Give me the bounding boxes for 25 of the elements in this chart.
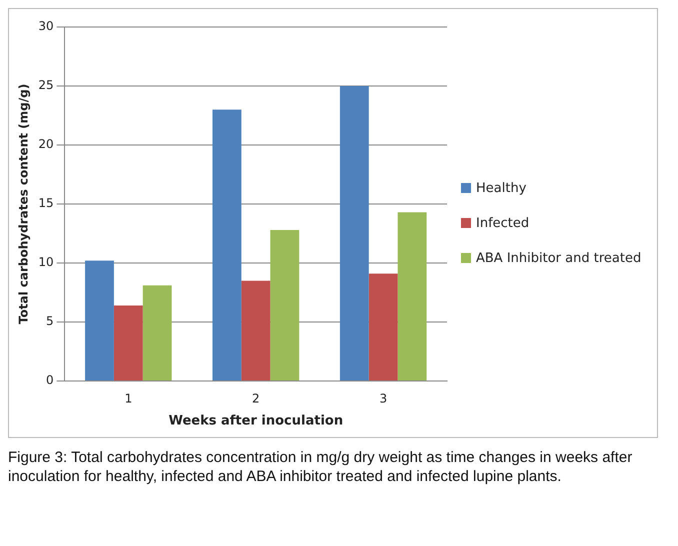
bar <box>85 260 114 380</box>
x-tick-label: 2 <box>252 391 260 406</box>
y-axis-title: Total carbohydrates content (mg/g) <box>16 84 30 324</box>
y-tick-label: 25 <box>38 78 54 92</box>
y-tick-label: 0 <box>46 373 54 388</box>
bar <box>142 285 172 380</box>
bar <box>241 280 270 380</box>
bar <box>340 86 369 380</box>
y-tick-label: 5 <box>46 314 54 328</box>
bar <box>114 305 143 380</box>
caption: Figure 3: Total carbohydrates concentration in mg/g dry weight as time changes in weeks after inoculation for healthy, infected and ABA inhibitor treated and infected lupine plants. <box>8 448 634 486</box>
x-tick-label: 1 <box>124 391 132 406</box>
bar <box>368 274 398 380</box>
y-tick-label: 20 <box>38 137 54 152</box>
bar <box>270 230 300 380</box>
legend-label: Healthy <box>476 180 526 196</box>
bar <box>212 110 242 380</box>
x-axis-title: Weeks after inoculation <box>168 414 344 429</box>
legend-label: ABA Inhibitor and treated <box>476 250 642 266</box>
bar <box>398 212 427 380</box>
y-tick-label: 30 <box>38 19 54 34</box>
y-tick-label: 15 <box>38 196 54 210</box>
y-tick-label: 10 <box>38 255 54 270</box>
x-tick-label: 3 <box>379 391 388 406</box>
legend-label: Infected <box>476 216 530 230</box>
